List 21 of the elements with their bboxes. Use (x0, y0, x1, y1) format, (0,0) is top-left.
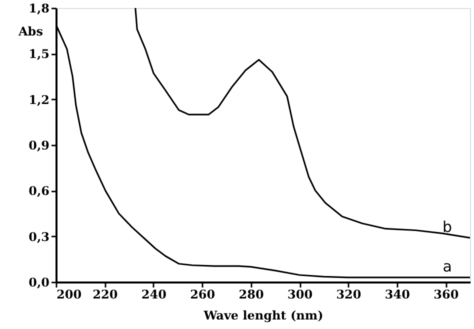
annotation: a (442, 257, 452, 276)
y-tick-label: 1,2 (28, 92, 50, 107)
y-tick-label: 0,0 (28, 276, 50, 290)
y-tick-label: 1,8 (28, 2, 50, 16)
y-tick-label: 1,5 (28, 47, 50, 62)
annotation: b (442, 218, 452, 236)
x-tick-label: 260 (190, 288, 216, 302)
x-tick-label: 300 (288, 288, 313, 302)
x-tick-label: 280 (238, 288, 264, 302)
y-tick-label: 0,3 (28, 230, 50, 244)
x-tick-label: 340 (384, 288, 410, 302)
y-tick-label: 0,6 (28, 184, 50, 198)
x-tick-label: 360 (434, 288, 459, 302)
x-tick-label: 220 (92, 288, 118, 302)
x-tick-label: 320 (336, 288, 362, 302)
line-series (134, 8, 470, 239)
x-axis-title: Wave lenght (nm) (202, 308, 324, 322)
x-tick-label: 240 (141, 288, 166, 302)
x-tick-label: 200 (56, 288, 82, 302)
y-tick-label: 0,9 (28, 138, 50, 152)
y-axis-title: Abs (18, 24, 44, 38)
